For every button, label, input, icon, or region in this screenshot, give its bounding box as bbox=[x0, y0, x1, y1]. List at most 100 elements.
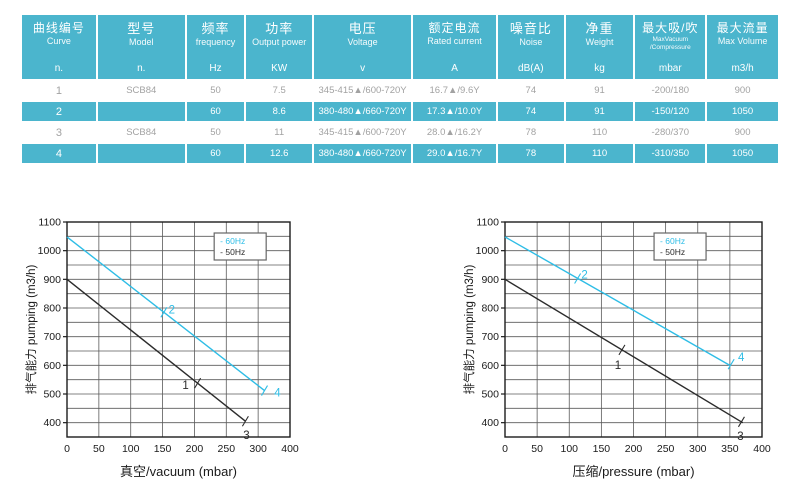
table-cell: SCB84 bbox=[97, 81, 185, 100]
column-title-en: Rated current bbox=[427, 35, 482, 46]
x-tick-label: 200 bbox=[625, 443, 643, 455]
y-tick-label: 700 bbox=[43, 331, 61, 343]
legend-box bbox=[653, 232, 707, 261]
curve-50Hz bbox=[504, 278, 744, 424]
y-tick-label: 700 bbox=[481, 331, 499, 343]
curve-marker-tick bbox=[160, 307, 168, 318]
column-unit: v bbox=[360, 63, 366, 74]
column-unit: n. bbox=[137, 63, 146, 74]
curve-marker-tick bbox=[737, 416, 745, 428]
column-header: 最大吸/吹 MaxVacuum/Compressure mbar bbox=[635, 15, 706, 79]
column-unit: mbar bbox=[658, 63, 682, 74]
column-title-cn: 最大流量 bbox=[716, 21, 769, 35]
column-unit: m3/h bbox=[731, 63, 754, 74]
column-header: 频率 frequency Hz bbox=[186, 15, 245, 79]
table-cell: 7.5 bbox=[246, 81, 313, 100]
curve-number-label: 4 bbox=[274, 388, 281, 400]
x-tick-label: 0 bbox=[64, 443, 70, 455]
table-cell: 345-415▲/600-720Y bbox=[314, 123, 412, 142]
column-title-en: Noise bbox=[519, 36, 543, 47]
y-axis-title: 排气能力 pumping (m3/h) bbox=[462, 264, 476, 394]
table-cell: 50 bbox=[186, 81, 245, 100]
table-cell: 91 bbox=[565, 81, 634, 100]
column-title-en: frequency bbox=[195, 36, 236, 47]
table-row: 4 60 12.6 380-480▲/660-720Y 29.0▲/16.7Y 78 110… bbox=[22, 144, 778, 163]
legend-entry: - 50Hz bbox=[220, 247, 245, 257]
column-title-en: Output power bbox=[252, 36, 307, 47]
table-cell: 110 bbox=[565, 144, 634, 163]
column-title-en: Max Volume bbox=[717, 35, 768, 46]
x-tick-label: 350 bbox=[721, 443, 739, 455]
curve-60Hz bbox=[504, 236, 731, 366]
column-header: 型号 Model n. bbox=[97, 15, 185, 79]
curve-marker-tick bbox=[574, 273, 582, 284]
legend-box bbox=[213, 232, 267, 261]
table-cell: SCB84 bbox=[97, 123, 185, 142]
table-cell: 11 bbox=[246, 123, 313, 142]
table-cell: 900 bbox=[707, 123, 778, 142]
legend-entry: - 60Hz bbox=[660, 236, 685, 246]
column-header: 额定电流 Rated current A bbox=[413, 15, 496, 79]
table-cell: 60 bbox=[186, 102, 245, 121]
column-title-cn: 噪音比 bbox=[509, 21, 552, 36]
y-tick-label: 600 bbox=[43, 360, 61, 372]
table-cell: 91 bbox=[565, 102, 634, 121]
curve-number-label: 4 bbox=[738, 352, 745, 364]
plot-border bbox=[66, 221, 291, 438]
x-tick-label: 300 bbox=[249, 443, 267, 455]
curve-number-label: 2 bbox=[581, 269, 587, 281]
column-title-en: Model bbox=[129, 36, 154, 47]
column-unit: n. bbox=[54, 63, 64, 74]
table-row: 3 SCB84 50 11 345-415▲/600-720Y 28.0▲/16.2Y 78… bbox=[22, 123, 778, 142]
x-axis-title: 真空/vacuum (mbar) bbox=[120, 464, 237, 479]
y-tick-label: 1100 bbox=[38, 217, 61, 229]
table-cell bbox=[97, 144, 185, 163]
table-cell: 16.7▲/9.6Y bbox=[413, 81, 496, 100]
y-tick-label: 1000 bbox=[476, 245, 500, 257]
table-cell: 74 bbox=[497, 81, 564, 100]
y-tick-label: 1100 bbox=[476, 217, 499, 229]
column-title-cn: 频率 bbox=[201, 21, 230, 36]
x-axis-title: 压缩/pressure (mbar) bbox=[572, 464, 694, 479]
vacuum-chart-svg: 400 500 600 700 800 900 1000 1100 0 50 100 150 200 25… bbox=[24, 217, 299, 480]
column-title-cn: 额定电流 bbox=[428, 21, 481, 35]
y-tick-label: 400 bbox=[481, 417, 499, 429]
x-tick-label: 100 bbox=[560, 443, 578, 455]
x-tick-label: 50 bbox=[531, 443, 543, 455]
table-cell: 60 bbox=[186, 144, 245, 163]
spec-table-body: 1 SCB84 50 7.5 345-415▲/600-720Y 16.7▲/9.6Y 74… bbox=[22, 81, 778, 163]
table-cell: 17.3▲/10.0Y bbox=[413, 102, 496, 121]
column-title-en2: /Compressure bbox=[649, 43, 691, 51]
column-header: 功率 Output power KW bbox=[246, 15, 313, 79]
x-tick-label: 150 bbox=[154, 443, 172, 455]
x-tick-label: 150 bbox=[593, 443, 611, 455]
column-unit: Hz bbox=[209, 63, 222, 74]
column-title-cn: 最大吸/吹 bbox=[642, 21, 699, 35]
legend-entry: - 50Hz bbox=[660, 247, 685, 257]
y-axis-title: 排气能力 pumping (m3/h) bbox=[24, 264, 38, 394]
x-tick-label: 100 bbox=[122, 443, 140, 455]
y-tick-label: 900 bbox=[481, 274, 499, 286]
column-title-cn: 功率 bbox=[265, 21, 294, 36]
table-cell: 2 bbox=[22, 102, 96, 121]
x-tick-label: 0 bbox=[502, 443, 508, 455]
curve-number-label: 3 bbox=[243, 430, 249, 442]
column-title-cn: 净重 bbox=[585, 21, 614, 36]
column-header: 噪音比 Noise dB(A) bbox=[497, 15, 564, 79]
column-title-cn: 曲线编号 bbox=[32, 21, 85, 35]
header-row: 曲线编号 Curve n. 型号 Model n. 频率 frequency Hz 功率 Outpu… bbox=[22, 15, 778, 79]
column-header: 净重 Weight kg bbox=[565, 15, 634, 79]
table-cell: 74 bbox=[497, 102, 564, 121]
y-tick-label: 800 bbox=[43, 303, 61, 315]
table-cell: 12.6 bbox=[246, 144, 313, 163]
table-cell: 1050 bbox=[707, 102, 778, 121]
table-cell: 29.0▲/16.7Y bbox=[413, 144, 496, 163]
table-cell: -280/370 bbox=[635, 123, 706, 142]
y-tick-label: 800 bbox=[481, 303, 499, 315]
vacuum-curve-chart: 400 500 600 700 800 900 1000 1100 0 50 100 150 200 25… bbox=[0, 205, 400, 490]
column-header: 最大流量 Max Volume m3/h bbox=[707, 15, 778, 79]
table-cell: 345-415▲/600-720Y bbox=[314, 81, 412, 100]
table-cell: 1050 bbox=[707, 144, 778, 163]
table-cell: 4 bbox=[22, 144, 96, 163]
